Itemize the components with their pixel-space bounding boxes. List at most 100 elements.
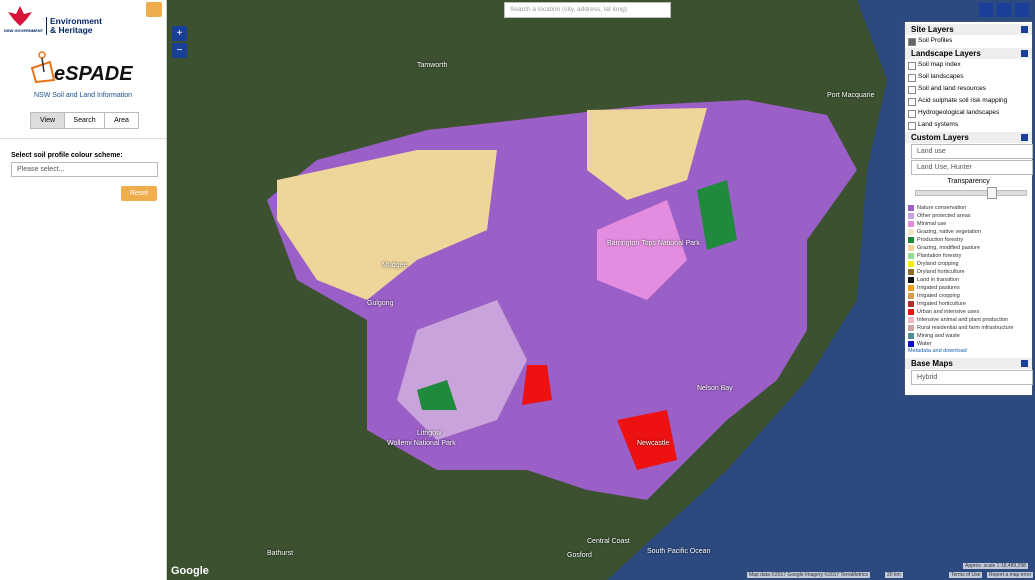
layers-panel: Site Layers Soil Profiles Landscape Layers… [905, 22, 1033, 395]
place-label: Wollemi National Park [387, 440, 456, 447]
transparency-slider[interactable] [915, 190, 1027, 196]
tab-view[interactable]: View [30, 112, 65, 129]
legend-swatch [908, 301, 914, 307]
legend-swatch [908, 317, 914, 323]
scale-bar: 20 km [885, 572, 903, 578]
layer-item[interactable]: Hydrogeological landscapes [918, 109, 1000, 116]
metadata-link[interactable]: Metadata and download [908, 348, 967, 354]
app-logo-icon [30, 51, 56, 84]
layer-item[interactable]: Soil map index [918, 61, 961, 68]
terms-link[interactable]: Terms of Use [949, 572, 983, 578]
legend-label: Irrigated pastures [917, 285, 960, 291]
legend-label: Mining and waste [917, 333, 960, 339]
legend-swatch [908, 205, 914, 211]
legend-swatch [908, 229, 914, 235]
legend-swatch [908, 261, 914, 267]
logo-text: NSW GOVERNMENT [4, 28, 44, 33]
google-logo: Google [171, 565, 209, 577]
approx-scale: Approx. scale 1:18,489,298 [963, 563, 1028, 569]
checkbox[interactable] [908, 110, 916, 118]
divider [0, 138, 166, 139]
legend-label: Intensive animal and plant production [917, 317, 1009, 323]
app-subtitle: NSW Soil and Land Information [33, 92, 133, 99]
base-select[interactable]: Hybrid [911, 370, 1033, 385]
legend-swatch [908, 325, 914, 331]
report-link[interactable]: Report a map error [987, 572, 1034, 578]
legend-swatch [908, 269, 914, 275]
legend-label: Water [917, 341, 932, 347]
legend-label: Nature conservation [917, 205, 967, 211]
legend-swatch [908, 221, 914, 227]
place-label: South Pacific Ocean [647, 548, 711, 555]
help-button[interactable] [979, 3, 993, 17]
slider-handle[interactable] [987, 187, 997, 199]
checkbox[interactable] [908, 62, 916, 70]
tab-search[interactable]: Search [64, 112, 105, 129]
scheme-select[interactable]: Please select... [11, 162, 158, 177]
attribution: Map data ©2017 Google Imagery ©2017 Terr… [747, 572, 871, 578]
legend-label: Urban and intensive uses [917, 309, 980, 315]
legend-label: Grazing, modified pasture [917, 245, 980, 251]
custom-select-2[interactable]: Land Use, Hunter [911, 160, 1033, 175]
place-label: Gulgong [367, 300, 394, 307]
place-label: Lithgow [417, 430, 442, 437]
legend-label: Dryland horticulture [917, 269, 965, 275]
info-button[interactable] [997, 3, 1011, 17]
place-label: Port Macquarie [827, 92, 875, 99]
zoom-in[interactable]: + [172, 26, 187, 41]
collapse-icon[interactable] [1021, 50, 1028, 57]
legend-swatch [908, 333, 914, 339]
menu-button[interactable] [1015, 3, 1029, 17]
legend-label: Grazing, native vegetation [917, 229, 981, 235]
legend-swatch [908, 237, 914, 243]
legend-swatch [908, 293, 914, 299]
app-name: eSPADE [54, 63, 133, 85]
transparency-label: Transparency [947, 178, 990, 185]
collapse-icon[interactable] [1021, 134, 1028, 141]
checkbox[interactable] [908, 98, 916, 106]
place-label: Newcastle [637, 440, 670, 447]
custom-select[interactable]: Land use [911, 144, 1033, 159]
checkbox[interactable] [908, 74, 916, 82]
place-label: Tamworth [417, 62, 448, 69]
section-header: Site Layers [905, 24, 1032, 35]
legend-swatch [908, 341, 914, 347]
legend-label: Plantation forestry [917, 253, 962, 259]
layer-item[interactable]: Soil landscapes [918, 73, 964, 80]
checkbox[interactable] [908, 122, 916, 130]
layer-item[interactable]: Acid sulphate soil risk mapping [918, 97, 1008, 104]
legend-label: Irrigated horticulture [917, 301, 966, 307]
section-header: Base Maps [905, 358, 1032, 369]
legend-swatch [908, 285, 914, 291]
place-label: Mudgee [382, 262, 408, 269]
collapse-icon[interactable] [1021, 26, 1028, 33]
sidebar: NSW GOVERNMENT Environment & Heritage eS… [0, 0, 167, 580]
legend-label: Production forestry [917, 237, 964, 243]
layer-item[interactable]: Land systems [918, 121, 959, 128]
checkbox[interactable] [908, 86, 916, 94]
checkbox[interactable] [908, 38, 916, 46]
tab-area[interactable]: Area [104, 112, 139, 129]
legend-swatch [908, 309, 914, 315]
section-header: Landscape Layers [905, 48, 1032, 59]
agency: Environment & Heritage [46, 17, 110, 35]
legend-swatch [908, 253, 914, 259]
collapse-button[interactable] [146, 2, 162, 17]
collapse-icon[interactable] [1021, 360, 1028, 367]
reset-button[interactable]: Reset [121, 186, 157, 201]
scheme-label: Select soil profile colour scheme: [11, 152, 123, 159]
zoom-out[interactable]: − [172, 43, 187, 58]
legend-swatch [908, 277, 914, 283]
search-box[interactable]: Search a location (city, address, lat lo… [504, 2, 671, 18]
layer-item[interactable]: Soil Profiles [918, 37, 953, 44]
place-label: Gosford [567, 552, 592, 559]
legend-label: Other protected areas [917, 213, 971, 219]
legend-label: Minimal use [917, 221, 947, 227]
layer-item[interactable]: Soil and land resources [918, 85, 986, 92]
nsw-logo [8, 6, 32, 26]
section-header: Custom Layers [905, 132, 1032, 143]
legend-label: Rural residential and farm infrastructur… [917, 325, 1014, 331]
place-label: Barrington Tops National Park [607, 240, 700, 247]
legend-label: Land in transition [917, 277, 959, 283]
